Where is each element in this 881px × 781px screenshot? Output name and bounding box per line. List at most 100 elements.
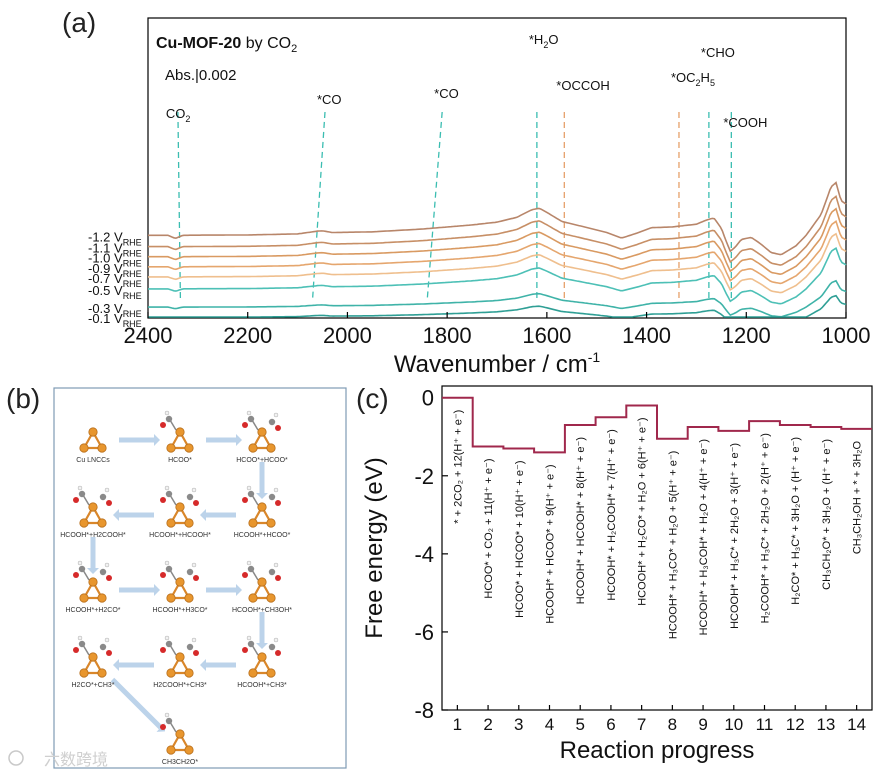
- ir-x-axis-title: Wavenumber / cm-1: [394, 349, 600, 378]
- carbon-atom: [247, 415, 255, 423]
- hydrogen-atom: [164, 712, 170, 718]
- panel-label-b: (b): [6, 383, 40, 414]
- cu-atom: [248, 668, 258, 678]
- carbon-atom: [165, 565, 173, 573]
- oxygen-atom: [160, 572, 166, 578]
- cu-cluster-bonds: [82, 654, 104, 675]
- scheme-arrowhead-6: [154, 584, 160, 596]
- adsorbate-bond: [82, 644, 90, 656]
- hydrogen-atom: [164, 410, 170, 416]
- cu-atom: [88, 427, 98, 437]
- intermediate-9: H2CO*+CH3*: [72, 635, 115, 689]
- cu-atom: [266, 518, 276, 528]
- carbon-atom: [247, 565, 255, 573]
- carbon-atom: [186, 493, 194, 501]
- y-tick-label-0: 0: [422, 386, 434, 411]
- intermediate-label: HCOOH*+H3CO*: [152, 607, 207, 614]
- intermediate-label-3: HCOOH* + HCOO* + 9(H⁺ + e⁻): [545, 464, 557, 623]
- energy-axis-ticks: 0-2-4-6-81 2 3 4 5 6 7 8 9 10 11 12 13 14: [414, 386, 866, 734]
- adsorbate-bond: [251, 644, 259, 656]
- cu-atom: [184, 443, 194, 453]
- x-tick-label-4: 1600: [522, 323, 571, 348]
- intermediate-label: HCOO*+HCOO*: [236, 457, 288, 464]
- intermediate-11: HCOOH*+CH3*: [237, 635, 287, 689]
- hydrogen-atom: [273, 412, 279, 418]
- hydrogen-atom: [273, 562, 279, 568]
- intermediate-12: CH3CH2O*: [160, 712, 198, 766]
- hydrogen-atom: [104, 637, 110, 643]
- peak-label-4: *OCCOH: [556, 78, 609, 93]
- adsorbate-bond: [169, 569, 177, 581]
- cu-atom: [257, 502, 267, 512]
- cu-cluster-bonds: [251, 504, 273, 525]
- intermediate-6: HCOOH*+H2CO*: [65, 560, 121, 614]
- scheme-intermediates: Cu LNCCs HCOO* HCOO*+HCOO* HCOOH*+H2COOH* HC…: [60, 410, 292, 766]
- cu-atom: [248, 518, 258, 528]
- x-tick-label-2: 3: [514, 715, 523, 734]
- carbon-atom: [247, 640, 255, 648]
- intermediate-label-4: HCOOH* + HCOOH* + 8(H⁺ + e⁻): [575, 437, 587, 604]
- cu-atom: [248, 593, 258, 603]
- intermediate-label-9: HCOOH* + H₃C* + 2H₂O + 3(H⁺ + e⁻): [729, 443, 741, 629]
- potential-labels: -1.2 VRHE-1.1 VRHE-1.0 VRHE-0.9 VRHE-0.7…: [88, 229, 142, 329]
- oxygen-atom: [73, 497, 79, 503]
- energy-x-axis-title: Reaction progress: [560, 737, 755, 764]
- cu-atom: [166, 593, 176, 603]
- cu-cluster-bonds: [169, 579, 191, 600]
- absorbance-scale-bar: Abs.|0.002: [165, 67, 236, 84]
- carbon-atom: [268, 643, 276, 651]
- hydrogen-atom: [77, 485, 83, 491]
- carbon-atom: [78, 640, 86, 648]
- intermediate-5: HCOOH*+HCOO*: [234, 485, 291, 539]
- spectrum-line-0: [148, 181, 847, 256]
- hydrogen-atom: [191, 562, 197, 568]
- peak-guide-2: [426, 111, 443, 301]
- peak-label-2: *CO: [434, 86, 459, 101]
- x-tick-label-12: 13: [816, 715, 835, 734]
- x-tick-label-5: 1400: [622, 323, 671, 348]
- intermediate-label-2: HCOO* + HCOO* + 10(H⁺ + e⁻): [514, 461, 526, 618]
- intermediate-8: HCOOH*+CH3OH*: [232, 560, 292, 614]
- oxygen-atom: [160, 724, 166, 730]
- scheme-arrowhead-4: [113, 509, 119, 521]
- spectrum-line-4: [148, 232, 847, 294]
- intermediate-label: HCOO*: [168, 457, 192, 464]
- cu-cluster-bonds: [251, 654, 273, 675]
- hydrogen-atom: [273, 637, 279, 643]
- panel-label-a: (a): [62, 7, 96, 38]
- watermark-icon: [8, 750, 24, 766]
- free-energy-profile-line: [441, 396, 872, 454]
- hydrogen-atom: [246, 485, 252, 491]
- intermediate-2: HCOO*+HCOO*: [236, 410, 288, 464]
- intermediate-label: HCOOH*+CH3OH*: [232, 607, 292, 614]
- hydrogen-atom: [191, 637, 197, 643]
- scheme-arrowhead-7: [236, 584, 242, 596]
- peak-label-3: *H2O: [529, 32, 559, 50]
- cu-atom: [97, 668, 107, 678]
- carbon-atom: [165, 640, 173, 648]
- hydrogen-atom: [246, 635, 252, 641]
- peak-label-0: CO2: [166, 106, 191, 124]
- adsorbate-bond: [82, 494, 90, 506]
- potential-label-3: -0.9 VRHE: [88, 261, 142, 279]
- intermediate-label: HCOOH*+H2COOH*: [60, 532, 126, 539]
- oxygen-atom: [242, 422, 248, 428]
- carbon-atom: [165, 415, 173, 423]
- intermediate-label: HCOOH*+H2CO*: [65, 607, 120, 614]
- intermediate-label: H2COOH*+CH3*: [153, 682, 207, 689]
- adsorbate-bond: [169, 721, 177, 733]
- intermediate-label: HCOOH*+HCOO*: [234, 532, 291, 539]
- oxygen-atom: [106, 650, 112, 656]
- y-tick-label-4: -8: [414, 698, 434, 723]
- carbon-atom: [268, 418, 276, 426]
- spectrum-line-1: [148, 195, 847, 266]
- peak-labels: CO2 *CO *CO *H2O *OCCOH *OC2H5 *CHO *COOH: [166, 32, 767, 130]
- cu-atom: [79, 668, 89, 678]
- intermediate-label-12: CH₃CH₂O* + 3H₂O + (H⁺ + e⁻): [821, 439, 833, 590]
- cu-atom: [79, 593, 89, 603]
- cu-cluster-bonds: [169, 731, 191, 752]
- cu-atom: [266, 593, 276, 603]
- x-tick-label-2: 2000: [323, 323, 372, 348]
- cu-atom: [184, 668, 194, 678]
- cu-atom: [166, 518, 176, 528]
